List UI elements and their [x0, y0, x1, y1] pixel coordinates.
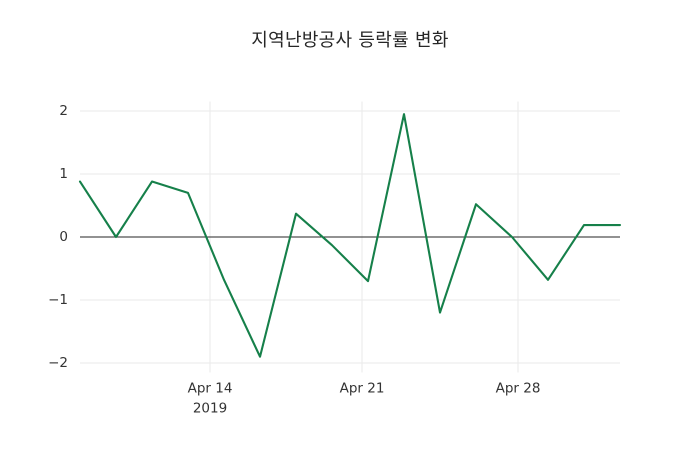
- x-axis-tick-labels: Apr 14 2019 Apr 21 Apr 28: [188, 380, 541, 416]
- x-tick-label: Apr 21: [340, 380, 385, 396]
- series-line: [78, 113, 622, 358]
- data-series-group: [78, 113, 622, 358]
- y-tick-label: −1: [48, 292, 68, 308]
- y-axis-tick-labels: 2 1 0 −1 −2: [48, 103, 68, 371]
- x-tick-label: Apr 14: [188, 380, 233, 396]
- y-tick-label: 0: [59, 229, 68, 245]
- y-tick-label: 1: [59, 166, 68, 182]
- x-tick-year-label: 2019: [193, 400, 227, 416]
- x-tick-label: Apr 28: [496, 380, 541, 396]
- y-tick-label: 2: [59, 103, 68, 119]
- chart-title: 지역난방공사 등락률 변화: [251, 30, 449, 51]
- y-tick-label: −2: [48, 355, 68, 371]
